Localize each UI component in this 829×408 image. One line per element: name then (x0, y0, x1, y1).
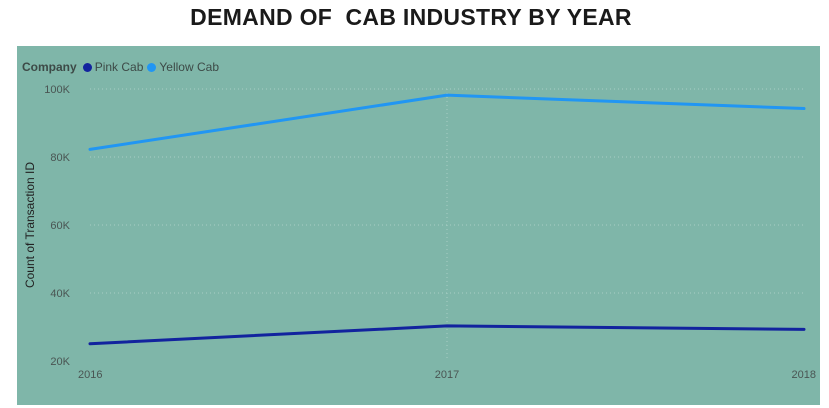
legend-marker-pink-cab (82, 62, 92, 72)
y-axis-label: Count of Transaction ID (23, 162, 37, 288)
y-tick-label: 100K (44, 84, 70, 96)
legend-label-yellow-cab: Yellow Cab (159, 60, 219, 74)
y-tick-label: 60K (50, 220, 70, 232)
x-tick-label: 2018 (792, 369, 816, 381)
y-tick-label: 20K (50, 356, 70, 368)
legend-title: Company (22, 60, 77, 74)
legend-marker-yellow-cab (147, 62, 157, 72)
series-line-yellow-cab[interactable] (88, 93, 806, 151)
grid-layer (90, 88, 804, 361)
x-tick-label: 2017 (435, 369, 459, 381)
series-line-pink-cab[interactable] (88, 324, 806, 346)
tick-layer: 20K 40K 60K 80K 100K 2016 2017 2018 (44, 84, 816, 381)
legend-item-yellow-cab[interactable]: Yellow Cab (147, 60, 219, 74)
chart-title: DEMAND OF CAB INDUSTRY BY YEAR (190, 4, 632, 30)
x-tick-label: 2016 (78, 369, 102, 381)
y-tick-label: 40K (50, 288, 70, 300)
legend: Company Pink Cab Yellow Cab (22, 59, 223, 75)
y-tick-label: 80K (50, 152, 70, 164)
series-layer (88, 93, 806, 346)
legend-item-pink-cab[interactable]: Pink Cab (82, 60, 144, 74)
legend-label-pink-cab: Pink Cab (94, 60, 144, 74)
